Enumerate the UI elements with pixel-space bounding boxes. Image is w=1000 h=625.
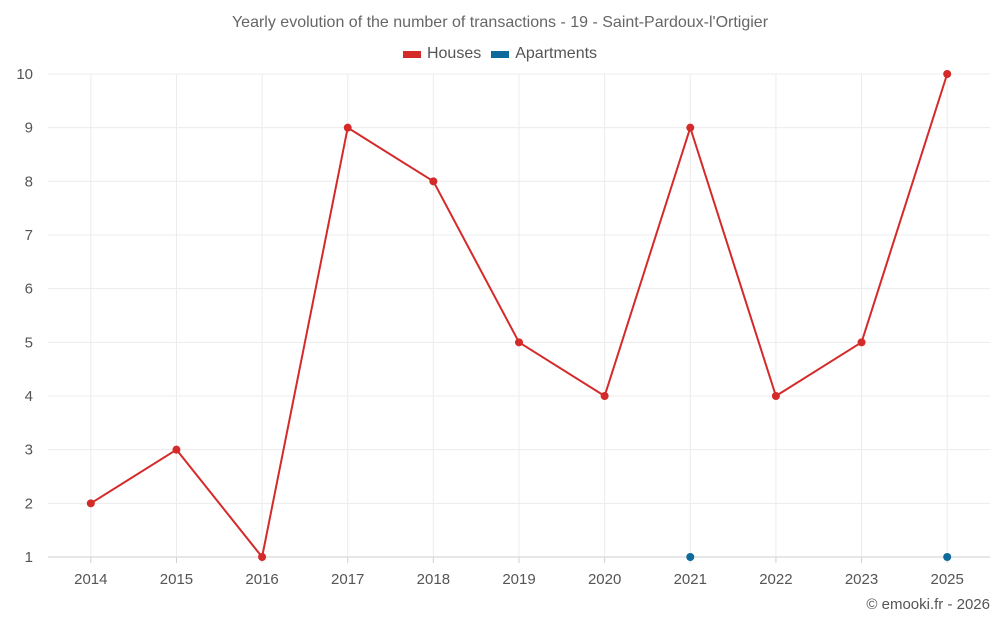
y-tick-label: 2 xyxy=(25,495,33,512)
x-tick-label: 2020 xyxy=(588,571,621,588)
legend-item-apartments[interactable]: Apartments xyxy=(491,45,597,63)
data-point-houses[interactable] xyxy=(172,445,181,454)
y-tick-label: 10 xyxy=(16,66,33,83)
data-point-houses[interactable] xyxy=(857,338,866,347)
x-tick-label: 2015 xyxy=(160,571,193,588)
data-point-houses[interactable] xyxy=(343,123,352,132)
legend-swatch-apartments xyxy=(491,50,510,58)
x-tick-label: 2019 xyxy=(502,571,535,588)
data-point-houses[interactable] xyxy=(86,499,95,508)
data-point-houses[interactable] xyxy=(258,553,267,561)
legend-swatch-houses xyxy=(402,50,421,58)
x-tick-label: 2016 xyxy=(245,571,278,588)
data-point-houses[interactable] xyxy=(429,177,438,186)
legend-label-apartments: Apartments xyxy=(515,45,598,62)
data-point-houses[interactable] xyxy=(771,392,780,400)
x-tick-label: 2014 xyxy=(74,571,107,588)
chart-title: Yearly evolution of the number of transa… xyxy=(231,14,769,31)
y-tick-label: 5 xyxy=(25,334,33,351)
series-layer xyxy=(86,70,952,561)
data-point-houses[interactable] xyxy=(600,392,609,400)
grid-lines xyxy=(48,73,990,563)
y-tick-label: 8 xyxy=(25,173,33,190)
data-point-houses[interactable] xyxy=(515,338,523,347)
y-tick-label: 4 xyxy=(25,388,33,405)
x-axis-ticks: 2014 2015 2016 2017 2018 2019 2020 2021 2022 2023… xyxy=(74,571,964,588)
x-tick-label: 2017 xyxy=(331,571,364,588)
y-tick-label: 1 xyxy=(25,549,33,566)
legend-label-houses: Houses xyxy=(426,45,482,62)
credit-text: © emooki.fr - 2026 xyxy=(866,596,990,613)
x-tick-label: 2025 xyxy=(930,571,963,588)
data-point-apartments[interactable] xyxy=(943,553,952,561)
data-point-houses[interactable] xyxy=(686,123,695,132)
x-tick-label: 2018 xyxy=(417,571,450,588)
y-tick-label: 3 xyxy=(25,442,33,459)
y-axis-ticks: 1 2 3 4 5 6 7 8 9 10 xyxy=(16,66,33,566)
data-point-apartments[interactable] xyxy=(686,553,695,561)
data-point-houses[interactable] xyxy=(943,70,952,78)
y-tick-label: 7 xyxy=(25,227,33,244)
y-tick-label: 9 xyxy=(25,120,33,137)
legend-item-houses[interactable]: Houses xyxy=(402,45,482,63)
y-tick-label: 6 xyxy=(25,281,33,298)
x-tick-label: 2022 xyxy=(759,571,792,588)
x-tick-label: 2021 xyxy=(674,571,707,588)
legend: Houses Apartments xyxy=(0,45,1000,63)
x-tick-label: 2023 xyxy=(845,571,878,588)
